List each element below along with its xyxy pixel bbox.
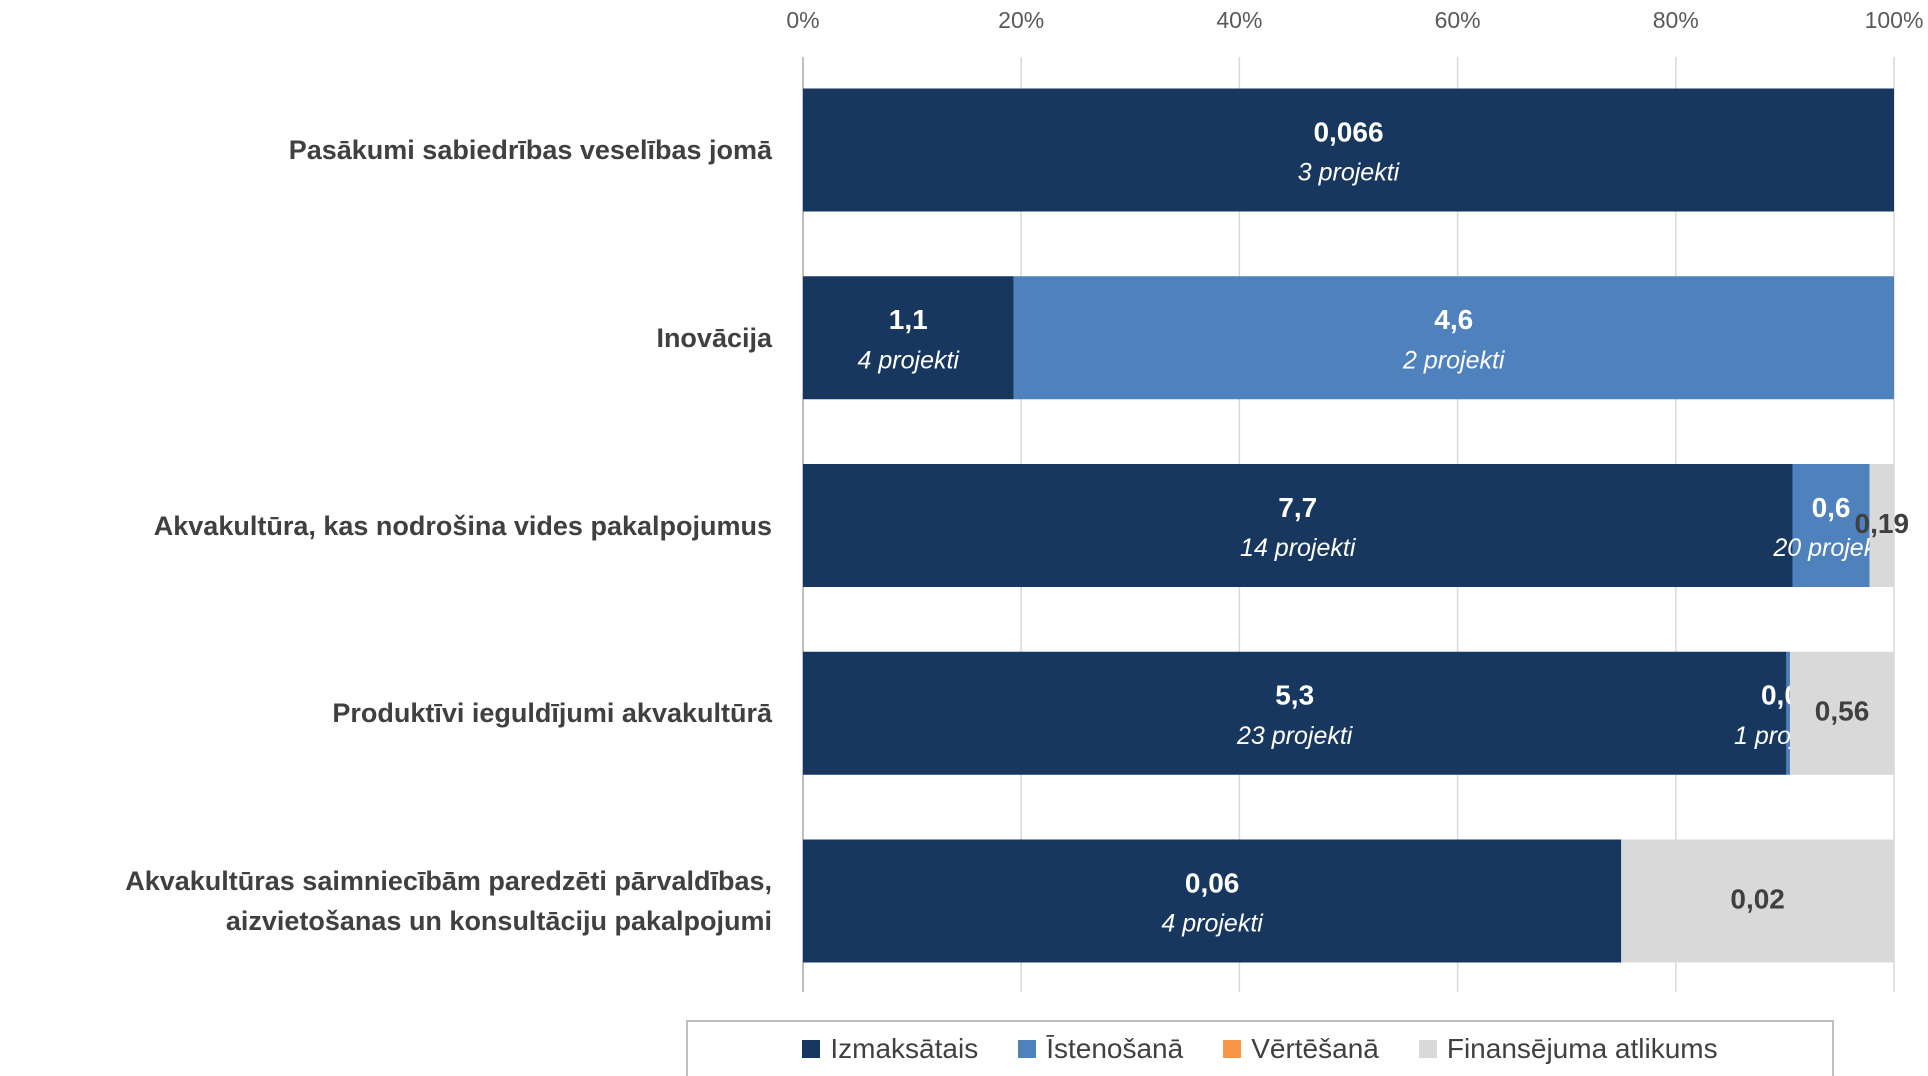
bar-segment (1790, 651, 1894, 775)
legend-item: Izmaksātais (802, 1033, 978, 1065)
bar-segment (803, 88, 1894, 212)
legend-label: Vērtēšanā (1251, 1033, 1379, 1064)
category-label: Produktīvi ieguldījumi akvakultūrā (332, 698, 772, 729)
project-label: 3 projekti (1298, 159, 1401, 187)
project-label: 14 projekti (1240, 534, 1357, 562)
legend-swatch (1018, 1040, 1037, 1058)
value-label: 0,06 (1185, 867, 1240, 898)
bar-segment (803, 839, 1622, 963)
value-label: 0,066 (1313, 116, 1383, 147)
project-label: 2 projekti (1402, 346, 1506, 374)
legend-swatch (1418, 1040, 1437, 1058)
value-label: 4,6 (1434, 304, 1473, 335)
bar-segment (803, 651, 1787, 775)
bar-segment (1869, 464, 1894, 587)
value-label: 0,6 (1812, 492, 1851, 523)
project-label: 23 projekti (1236, 722, 1354, 750)
x-tick-label: 20% (998, 7, 1044, 33)
x-tick-label: 0% (786, 7, 819, 33)
bar-segment (803, 464, 1793, 587)
value-label: 0,02 (1730, 883, 1785, 914)
bar-segment (1013, 276, 1894, 400)
value-label: 1,1 (889, 304, 928, 335)
category-label: Akvakultūra, kas nodrošina vides pakalpo… (153, 510, 772, 541)
value-label: 0,19 (1855, 508, 1910, 539)
legend-swatch (1223, 1040, 1242, 1058)
legend-label: Īstenošanā (1046, 1033, 1184, 1064)
x-tick-label: 80% (1653, 7, 1699, 33)
bar-segment (803, 276, 1014, 400)
value-label: 7,7 (1278, 492, 1317, 523)
category-label: Akvakultūras saimniecībām paredzēti pārv… (125, 866, 772, 936)
category-label: Pasākumi sabiedrības veselības jomā (288, 135, 772, 165)
legend-label: Finansējuma atlikums (1446, 1033, 1718, 1064)
x-tick-label: 40% (1216, 7, 1262, 33)
bar-segment (1792, 464, 1870, 587)
legend-item: Finansējuma atlikums (1418, 1033, 1718, 1065)
x-tick-label: 60% (1435, 7, 1481, 33)
legend-label: Izmaksātais (830, 1033, 979, 1064)
legend-swatch (802, 1040, 821, 1058)
legend-item: Īstenošanā (1018, 1033, 1183, 1065)
bar-segment (1621, 839, 1894, 963)
category-label: Inovācija (656, 322, 772, 353)
value-label: 0,56 (1815, 696, 1870, 727)
x-tick-label: 100% (1865, 7, 1924, 33)
bar-segment (1786, 651, 1791, 775)
legend-item: Vērtēšanā (1223, 1033, 1379, 1065)
project-label: 4 projekti (1161, 910, 1264, 938)
value-label: 5,3 (1275, 680, 1314, 711)
legend: Izmaksātais Īstenošanā Vērtēšanā Finansējum… (686, 1020, 1834, 1076)
project-label: 4 projekti (858, 346, 961, 374)
